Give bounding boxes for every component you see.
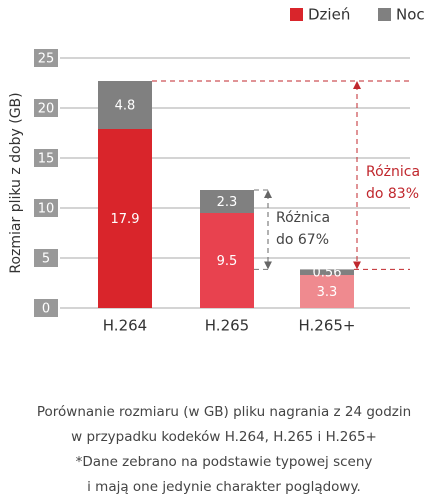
data-label: 2.3	[217, 195, 238, 210]
x-tick-label: H.264	[103, 317, 147, 335]
legend-swatch	[378, 8, 391, 21]
legend-swatch	[290, 8, 303, 21]
data-label: 17.9	[111, 212, 140, 227]
caption: *Dane zebrano na podstawie typowej sceny	[76, 454, 373, 470]
annotation: Różnica	[276, 210, 330, 226]
caption: w przypadku kodeków H.264, H.265 i H.265…	[71, 429, 377, 445]
y-tick-box	[34, 49, 58, 67]
data-label: 4.8	[115, 99, 136, 114]
annotation: Różnica	[366, 164, 420, 180]
data-label: 9.5	[217, 254, 238, 269]
x-tick-label: H.265+	[299, 317, 356, 335]
y-tick-box	[34, 149, 58, 167]
y-tick-box	[34, 299, 58, 317]
bar-segment	[300, 269, 354, 275]
y-tick-box	[34, 199, 58, 217]
data-label: 3.3	[317, 285, 338, 300]
x-tick-label: H.265	[205, 317, 249, 335]
annotation: do 83%	[366, 186, 419, 202]
bar-segment	[200, 213, 254, 308]
y-tick-box	[34, 249, 58, 267]
y-tick-box	[34, 99, 58, 117]
y-tick-label: 15	[38, 152, 55, 167]
y-tick-label: 10	[38, 202, 55, 217]
bar-segment	[98, 129, 152, 308]
annotation: do 67%	[276, 232, 329, 248]
legend-label: Noc	[396, 6, 425, 24]
legend-label: Dzień	[308, 6, 350, 24]
y-axis-label: Rozmiar pliku z doby (GB)	[8, 92, 24, 273]
caption: i mają one jedynie charakter poglądowy.	[87, 479, 361, 495]
y-tick-label: 0	[42, 302, 50, 317]
data-label: 0.56	[313, 266, 342, 281]
y-tick-label: 5	[42, 252, 50, 267]
caption: Porównanie rozmiaru (w GB) pliku nagrani…	[37, 404, 411, 420]
bar-segment	[200, 190, 254, 213]
bar-segment	[98, 81, 152, 129]
y-tick-label: 25	[38, 52, 55, 67]
bar-segment	[300, 275, 354, 308]
y-tick-label: 20	[38, 102, 55, 117]
